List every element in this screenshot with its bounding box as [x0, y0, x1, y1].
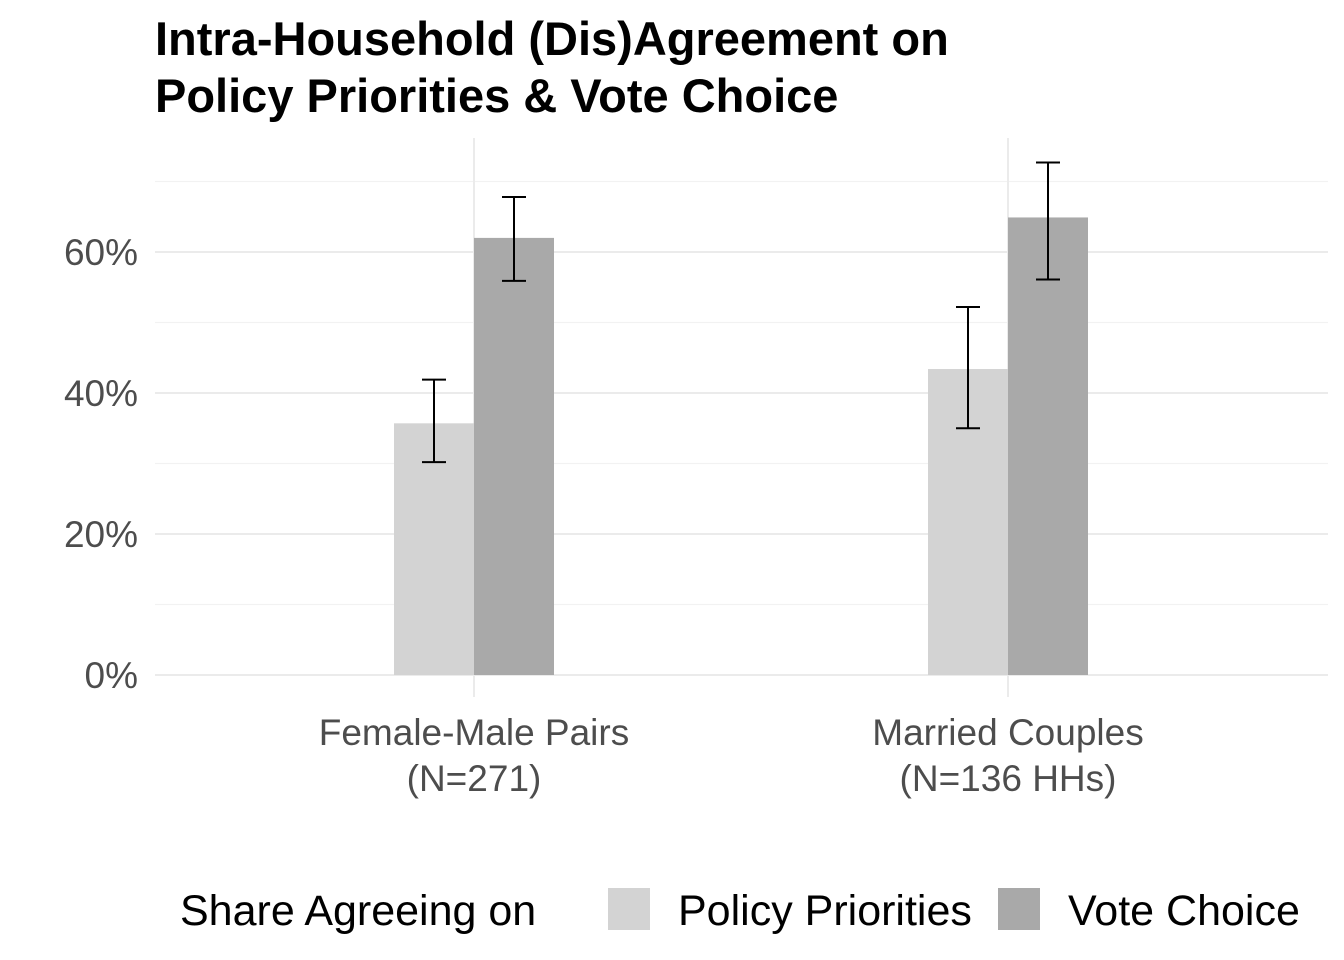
error-bar	[956, 305, 980, 430]
legend-key	[608, 888, 650, 930]
legend-title: Share Agreeing on	[180, 887, 536, 935]
legend: Share Agreeing on Policy Priorities Vote C…	[180, 887, 1300, 935]
error-bar	[422, 378, 446, 464]
y-tick-label: 20%	[64, 514, 138, 555]
x-tick-label: (N=271)	[407, 758, 542, 799]
chart-title: Intra-Household (Dis)Agreement on Policy…	[155, 10, 949, 124]
error-bar	[1036, 161, 1060, 281]
legend-key	[998, 888, 1040, 930]
y-tick-label: 60%	[64, 232, 138, 273]
y-axis: 0% 20% 40% 60%	[64, 232, 138, 696]
y-tick-label: 0%	[85, 655, 138, 696]
x-tick-label: Female-Male Pairs	[319, 712, 629, 753]
grid-lines	[155, 138, 1328, 697]
chart-title-line-1: Intra-Household (Dis)Agreement on	[155, 12, 949, 65]
x-tick-label: (N=136 HHs)	[900, 758, 1117, 799]
error-bar	[502, 196, 526, 282]
bar	[474, 237, 554, 675]
bar	[394, 423, 474, 675]
chart-title-line-2: Policy Priorities & Vote Choice	[155, 69, 839, 122]
y-tick-label: 40%	[64, 373, 138, 414]
legend-label: Policy Priorities	[678, 887, 972, 935]
error-bars	[422, 161, 1060, 464]
bar	[1008, 217, 1088, 675]
bars	[394, 217, 1088, 675]
x-axis: Female-Male Pairs (N=271) Married Couples (…	[319, 712, 1144, 799]
legend-label: Vote Choice	[1068, 887, 1300, 935]
x-tick-label: Married Couples	[872, 712, 1143, 753]
